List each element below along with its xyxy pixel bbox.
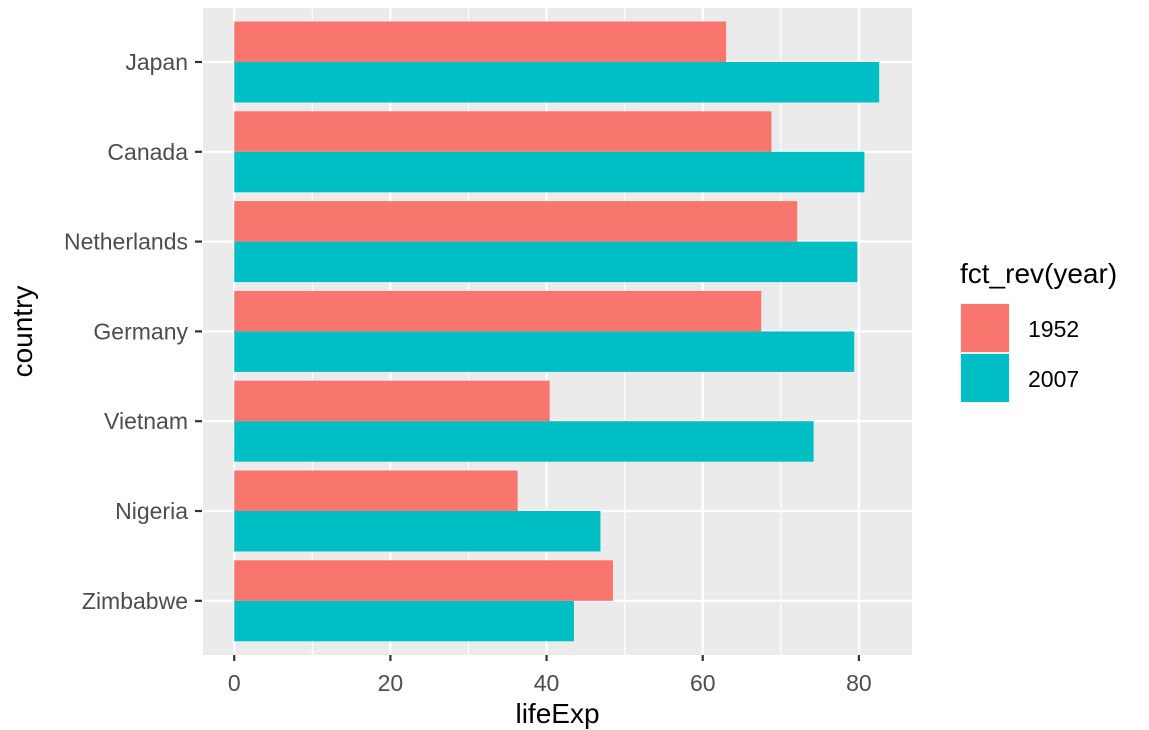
y-tick-label: Netherlands	[64, 229, 188, 255]
y-axis: Japan Canada Netherlands Germany Vietnam Nige…	[64, 49, 202, 614]
y-tick-label: Germany	[93, 318, 188, 344]
bar	[234, 600, 574, 642]
legend-key-swatch	[961, 304, 1009, 352]
y-tick-label: Vietnam	[104, 408, 188, 434]
bar	[234, 151, 865, 193]
bar	[234, 62, 880, 103]
bar	[234, 421, 814, 462]
x-tick-label: 0	[228, 670, 241, 696]
bar	[234, 241, 858, 283]
bar	[234, 111, 772, 152]
bar	[234, 470, 518, 511]
x-tick-label: 40	[534, 670, 560, 696]
bar	[234, 511, 601, 552]
x-axis-title: lifeExp	[515, 698, 599, 729]
bars	[234, 21, 880, 642]
bar	[234, 380, 550, 422]
legend-label: 1952	[1028, 316, 1079, 342]
x-tick-label: 20	[378, 670, 404, 696]
bar	[234, 21, 727, 62]
bar	[234, 201, 798, 242]
bar	[234, 290, 762, 332]
legend-label: 2007	[1028, 366, 1079, 392]
legend-title: fct_rev(year)	[960, 258, 1117, 289]
x-axis: 0 20 40 60 80	[228, 655, 872, 696]
legend-key-swatch	[961, 354, 1009, 402]
x-tick-label: 80	[846, 670, 872, 696]
bar	[234, 560, 613, 601]
y-tick-label: Canada	[107, 139, 188, 165]
y-tick-label: Zimbabwe	[82, 588, 188, 614]
bar	[234, 331, 855, 372]
y-tick-label: Nigeria	[115, 498, 188, 524]
y-tick-label: Japan	[125, 49, 188, 75]
x-tick-label: 60	[690, 670, 716, 696]
legend: fct_rev(year) 1952 2007	[960, 258, 1117, 403]
y-axis-title: country	[7, 286, 38, 378]
